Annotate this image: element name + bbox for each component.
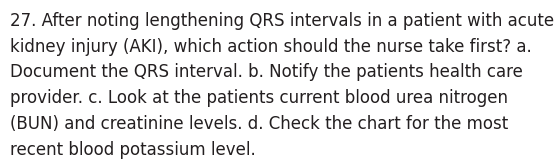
Text: (BUN) and creatinine levels. d. Check the chart for the most: (BUN) and creatinine levels. d. Check th… xyxy=(10,115,508,133)
Text: provider. c. Look at the patients current blood urea nitrogen: provider. c. Look at the patients curren… xyxy=(10,89,508,107)
Text: Document the QRS interval. b. Notify the patients health care: Document the QRS interval. b. Notify the… xyxy=(10,63,523,81)
Text: kidney injury (AKI), which action should the nurse take first? a.: kidney injury (AKI), which action should… xyxy=(10,38,532,56)
Text: 27. After noting lengthening QRS intervals in a patient with acute: 27. After noting lengthening QRS interva… xyxy=(10,12,554,30)
Text: recent blood potassium level.: recent blood potassium level. xyxy=(10,141,256,159)
